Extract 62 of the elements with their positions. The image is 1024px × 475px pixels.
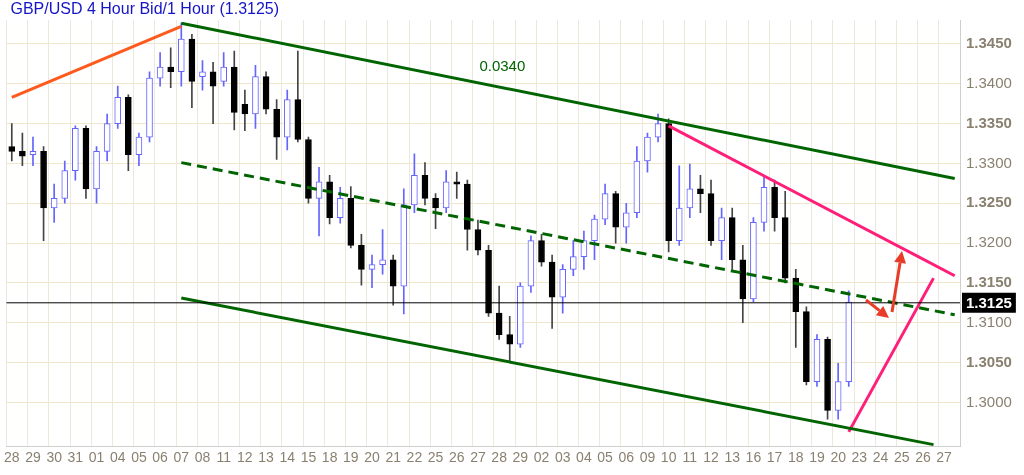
x-tick-label: 30 — [46, 449, 63, 466]
y-tick-label: 1.3150 — [966, 273, 1012, 291]
candlestick — [368, 254, 376, 288]
x-tick-label: 06 — [152, 449, 169, 466]
x-tick-label: 11 — [216, 449, 232, 466]
x-tick-label: 12 — [703, 449, 720, 466]
x-tick-label: 26 — [448, 449, 465, 466]
x-tick-label: 08 — [194, 449, 211, 466]
y-tick-label: 1.3250 — [966, 193, 1012, 211]
x-tick-label: 09 — [639, 449, 656, 466]
x-tick-label: 04 — [576, 449, 592, 466]
x-tick-label: 21 — [385, 449, 402, 466]
x-tick-label: 19 — [343, 449, 359, 466]
x-tick-label: 18 — [321, 449, 338, 466]
x-tick-label: 25 — [893, 449, 910, 466]
x-tick-label: 20 — [830, 449, 847, 466]
y-tick-label: 1.3050 — [966, 352, 1012, 370]
candlestick — [8, 123, 16, 162]
x-tick-label: 07 — [173, 449, 190, 466]
ref-line-label: 1.3125 — [966, 293, 1012, 311]
x-tick-label: 26 — [915, 449, 931, 466]
x-tick-label: 01 — [88, 449, 105, 466]
x-tick-label: 28 — [4, 449, 20, 466]
annotation: 0.0340 — [479, 57, 526, 75]
x-tick-label: 02 — [533, 449, 550, 466]
x-tick-label: 27 — [936, 449, 953, 466]
x-tick-label: 05 — [131, 449, 147, 466]
y-tick-label: 1.3350 — [966, 113, 1012, 131]
x-tick-label: 11 — [682, 449, 698, 466]
x-tick-label: 06 — [618, 449, 635, 466]
y-tick-label: 1.3400 — [966, 73, 1012, 91]
y-tick-label: 1.3450 — [966, 34, 1012, 52]
x-tick-label: 17 — [766, 449, 783, 466]
chart-title: GBP/USD 4 Hour Bid/1 Hour (1.3125) — [10, 0, 280, 18]
x-tick-label: 20 — [364, 449, 380, 466]
y-tick-label: 1.3200 — [966, 233, 1012, 251]
x-tick-label: 13 — [724, 449, 741, 466]
y-tick-label: 1.3100 — [966, 312, 1012, 330]
x-tick-label: 10 — [660, 449, 677, 466]
x-tick-label: 18 — [788, 449, 804, 466]
x-tick-label: 14 — [279, 449, 296, 466]
x-tick-label: 04 — [109, 449, 126, 466]
candlestick — [453, 171, 461, 199]
x-tick-label: 05 — [597, 449, 614, 466]
x-tick-label: 27 — [470, 449, 486, 466]
x-tick-label: 31 — [67, 449, 84, 466]
x-tick-label: 19 — [809, 449, 825, 466]
x-tick-label: 22 — [406, 449, 423, 466]
x-tick-label: 16 — [745, 449, 762, 466]
x-tick-label: 25 — [427, 449, 444, 466]
x-tick-label: 24 — [872, 449, 889, 466]
x-tick-label: 29 — [512, 449, 529, 466]
y-tick-label: 1.3000 — [966, 392, 1012, 410]
x-tick-label: 03 — [554, 449, 571, 466]
y-tick-label: 1.3300 — [966, 153, 1012, 171]
x-tick-label: 15 — [300, 449, 317, 466]
x-tick-label: 23 — [851, 449, 868, 466]
x-tick-label: 12 — [237, 449, 253, 466]
candlestick — [167, 47, 175, 89]
x-tick-label: 13 — [258, 449, 275, 466]
x-tick-label: 28 — [491, 449, 508, 466]
x-tick-label: 29 — [25, 449, 41, 466]
